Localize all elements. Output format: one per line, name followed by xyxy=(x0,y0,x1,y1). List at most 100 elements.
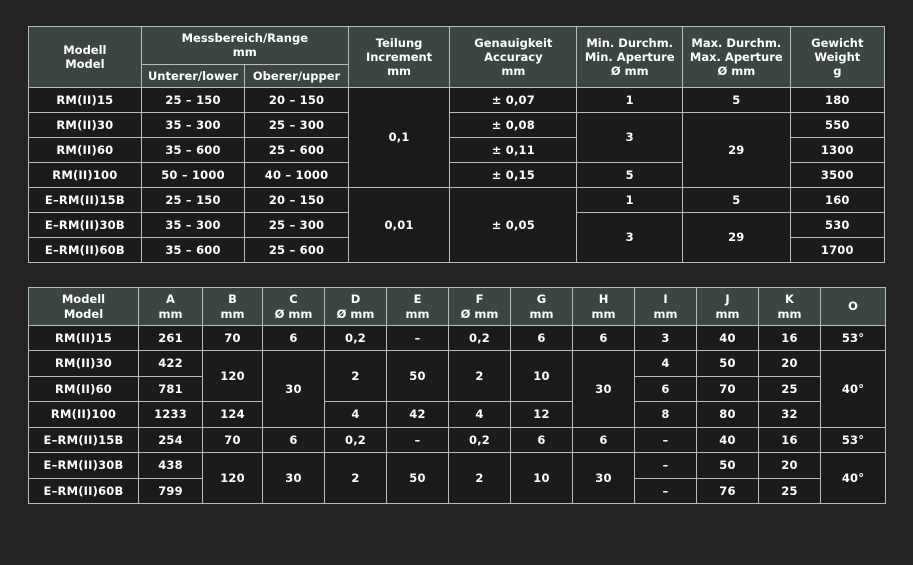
table1-body: RM(II)15 25 – 150 20 – 150 0,1 ± 0,07 1 5 180 RM… xyxy=(28,87,886,264)
cell-model: RM(II)100 xyxy=(28,401,139,428)
cell-dim-d: 4 xyxy=(324,401,387,428)
cell-dim-f: 2 xyxy=(448,350,511,403)
cell-dim-j: 40 xyxy=(696,324,759,352)
cell-dim-j: 70 xyxy=(696,375,759,403)
cell-dim-b: 70 xyxy=(202,324,263,352)
header-dim-f: F Ø mm xyxy=(448,287,511,326)
cell-dim-k: 20 xyxy=(758,350,821,377)
cell-range-lower: 35 – 600 xyxy=(140,137,246,164)
cell-dim-e: 50 xyxy=(386,350,449,403)
cell-model: E–RM(II)30B xyxy=(28,212,142,239)
header-dim-o: O xyxy=(820,287,886,326)
cell-dim-e: – xyxy=(386,426,449,454)
cell-model: RM(II)30 xyxy=(28,112,142,139)
cell-dim-k: 25 xyxy=(758,477,821,505)
cell-model: RM(II)15 xyxy=(28,87,142,114)
cell-accuracy: ± 0,15 xyxy=(449,162,578,189)
cell-dim-k: 16 xyxy=(758,324,821,352)
cell-dim-g: 6 xyxy=(510,324,573,352)
cell-accuracy: ± 0,07 xyxy=(449,87,578,114)
cell-range-upper: 20 – 150 xyxy=(244,87,349,114)
cell-min-aperture: 5 xyxy=(576,162,683,189)
cell-model: RM(II)60 xyxy=(28,137,142,164)
header-dim-h: H mm xyxy=(572,287,635,326)
table-row: RM(II)60 35 – 600 25 – 600 ± 0,11 1300 xyxy=(28,137,886,164)
cell-max-aperture: 29 xyxy=(682,112,791,189)
cell-dim-h: 30 xyxy=(572,350,635,428)
table-row: RM(II)100 1233 124 4 42 4 12 8 80 32 xyxy=(28,401,886,428)
cell-range-lower: 25 – 150 xyxy=(140,187,246,214)
cell-range-lower: 35 – 300 xyxy=(140,112,246,139)
header-max-aperture: Max. Durchm. Max. Aperture Ø mm xyxy=(682,25,791,89)
cell-dim-a: 781 xyxy=(138,375,203,403)
table2-header-row: Modell Model A mm B mm C Ø mm D Ø mm xyxy=(28,287,886,326)
cell-max-aperture: 5 xyxy=(682,87,791,114)
header-min-aperture: Min. Durchm. Min. Aperture Ø mm xyxy=(576,25,683,89)
cell-dim-c: 30 xyxy=(262,350,325,428)
cell-dim-i: – xyxy=(634,426,697,454)
cell-weight: 3500 xyxy=(789,162,886,189)
cell-dim-g: 10 xyxy=(510,452,573,505)
header-model: Modell Model xyxy=(28,287,139,326)
cell-dim-c: 6 xyxy=(262,324,325,352)
cell-dim-b: 120 xyxy=(202,452,263,505)
cell-min-aperture: 3 xyxy=(576,212,683,264)
header-dim-a: A mm xyxy=(138,287,203,326)
cell-dim-e: – xyxy=(386,324,449,352)
cell-dim-k: 16 xyxy=(758,426,821,454)
cell-dim-f: 4 xyxy=(448,401,511,428)
cell-dim-h: 6 xyxy=(572,324,635,352)
cell-dim-k: 20 xyxy=(758,452,821,479)
cell-model: E–RM(II)60B xyxy=(28,477,139,505)
cell-model: E–RM(II)60B xyxy=(28,237,142,264)
cell-dim-a: 254 xyxy=(138,426,203,454)
table-row: E–RM(II)30B 438 120 30 2 50 2 10 30–50 20 40° xyxy=(28,452,886,505)
measuring-range-specification-table: Modell Model Messbereich/Range mm Teilun… xyxy=(28,25,886,264)
cell-range-upper: 40 – 1000 xyxy=(244,162,349,189)
cell-dim-g: 12 xyxy=(510,401,573,428)
table2-body: RM(II)15 261 70 6 0,2–0,2 6 6 3 40 16 53° RM(II)30 4… xyxy=(28,324,886,505)
cell-min-aperture: 1 xyxy=(576,87,683,114)
header-dim-j: J mm xyxy=(696,287,759,326)
header-dim-b: B mm xyxy=(202,287,263,326)
header-dim-k: K mm xyxy=(758,287,821,326)
cell-dim-i: – xyxy=(634,452,697,479)
cell-dim-g: 10 xyxy=(510,350,573,403)
cell-dim-e: 42 xyxy=(386,401,449,428)
cell-weight: 530 xyxy=(789,212,886,239)
header-accuracy: Genauigkeit Accuracy mm xyxy=(449,25,578,89)
cell-dim-i: 3 xyxy=(634,324,697,352)
cell-weight: 160 xyxy=(789,187,886,214)
cell-model: E–RM(II)15B xyxy=(28,426,139,454)
table1-header: Modell Model Messbereich/Range mm Teilun… xyxy=(28,25,886,89)
cell-range-upper: 20 – 150 xyxy=(244,187,349,214)
cell-range-upper: 25 – 300 xyxy=(244,112,349,139)
cell-dim-d: 0,2 xyxy=(324,426,387,454)
header-model: Modell Model xyxy=(28,25,142,89)
table-row: E–RM(II)30B 35 – 300 25 – 300 3 29 530 xyxy=(28,212,886,264)
cell-dim-b: 70 xyxy=(202,426,263,454)
cell-dim-h: 30 xyxy=(572,452,635,505)
cell-dim-h: 6 xyxy=(572,426,635,454)
cell-dim-j: 50 xyxy=(696,350,759,377)
cell-dim-j: 80 xyxy=(696,401,759,428)
table-gap xyxy=(28,263,885,287)
cell-model: RM(II)15 xyxy=(28,324,139,352)
cell-increment: 0,1 xyxy=(347,87,451,189)
table-row: E–RM(II)60B 799 –76 25 xyxy=(28,477,886,505)
cell-dim-f: 2 xyxy=(448,452,511,505)
table-row: RM(II)30 422 120 30 2 50 2 10 30 4 50 20 40° xyxy=(28,350,886,428)
cell-accuracy: ± 0,11 xyxy=(449,137,578,164)
cell-range-lower: 35 – 300 xyxy=(140,212,246,239)
cell-accuracy: ± 0,08 xyxy=(449,112,578,139)
cell-model: RM(II)100 xyxy=(28,162,142,189)
cell-dim-j: 76 xyxy=(696,477,759,505)
header-dim-c: C Ø mm xyxy=(262,287,325,326)
table-row: E–RM(II)15B 254 70 6 0,2–0,2 6 6–40 16 53° xyxy=(28,426,886,454)
cell-dim-i: 6 xyxy=(634,375,697,403)
cell-dim-i: – xyxy=(634,477,697,505)
cell-dim-b: 120 xyxy=(202,350,263,403)
header-dim-g: G mm xyxy=(510,287,573,326)
cell-dim-a: 422 xyxy=(138,350,203,377)
